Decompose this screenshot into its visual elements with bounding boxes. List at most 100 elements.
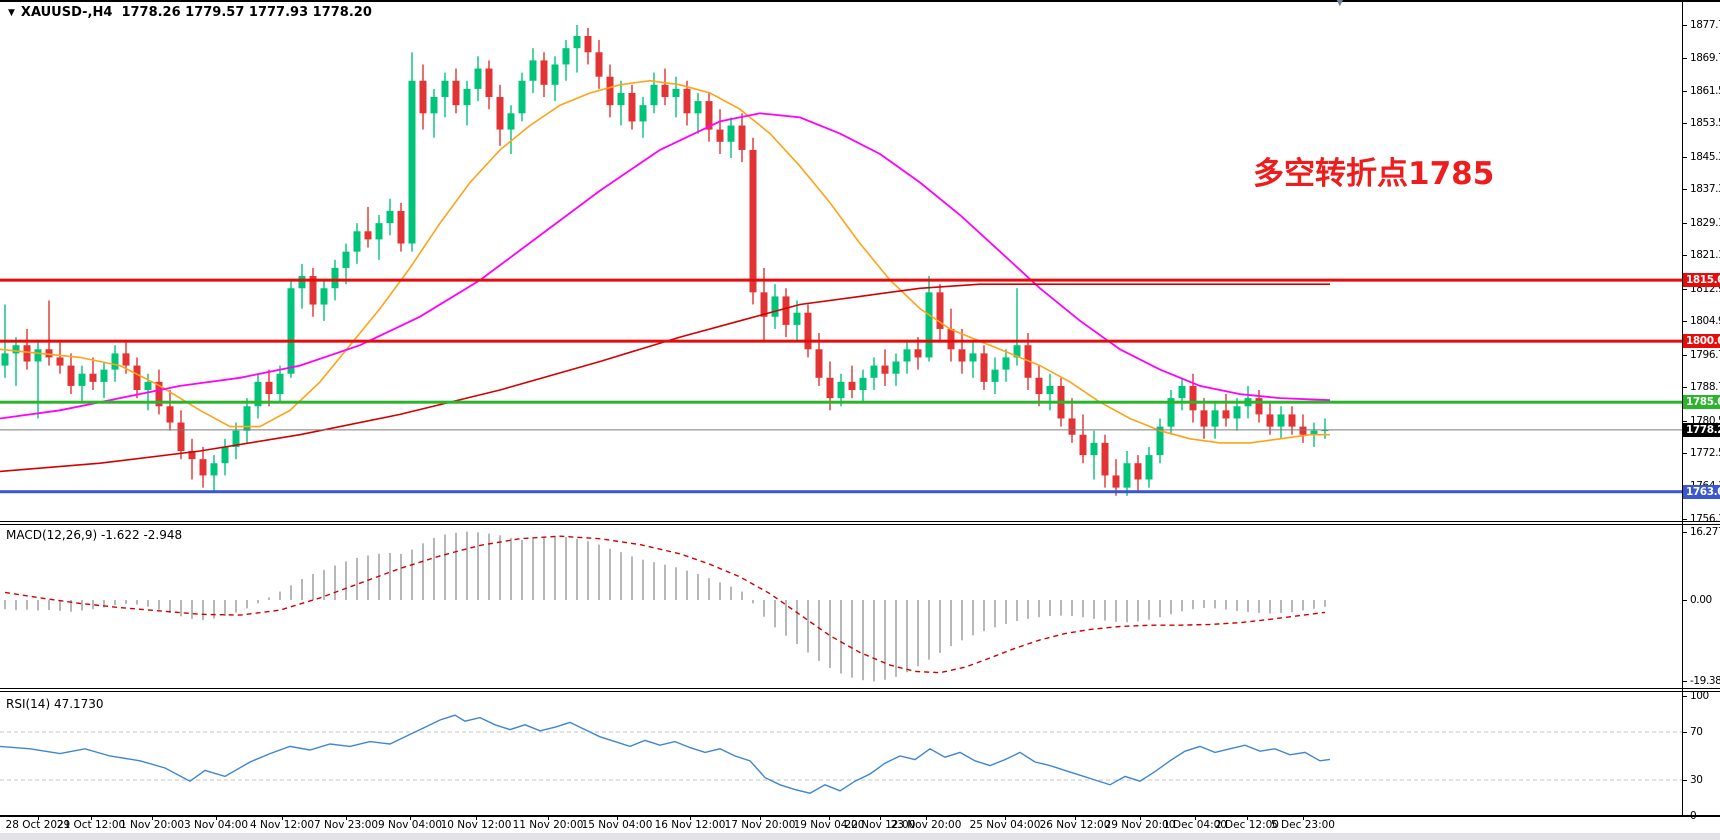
candle-body (584, 35, 592, 53)
candle-body (1233, 406, 1241, 419)
time-axis-label: 3 Nov 04:00 (183, 819, 249, 831)
candle-body (727, 125, 735, 142)
level-line-1815[interactable] (0, 278, 1682, 282)
level-line-1800[interactable] (0, 339, 1682, 343)
price-tick-label: 1837.30 (1690, 183, 1720, 196)
time-axis-tick (617, 816, 618, 820)
candle-body (441, 80, 449, 98)
candle-body (122, 353, 130, 366)
candle-body (386, 210, 394, 224)
candle-body (474, 68, 482, 89)
time-axis-tick (829, 816, 830, 820)
time-axis-tick (346, 816, 347, 820)
rsi-line (0, 714, 1331, 794)
candle-body (1211, 410, 1219, 427)
time-axis-label: 1 Dec 04:00 (1163, 819, 1227, 831)
time-axis-label: 11 Nov 20:00 (512, 819, 584, 831)
price-tick-label: 1772.50 (1690, 447, 1720, 460)
candle-body (331, 267, 339, 289)
candle-body (958, 349, 966, 362)
candle-body (1134, 463, 1142, 480)
price-tick-mark (1682, 57, 1687, 59)
time-axis-label: 15 Nov 04:00 (581, 819, 653, 831)
price-tick-label: 1845.30 (1690, 150, 1720, 163)
candle-body (650, 84, 658, 106)
candle-body (529, 60, 537, 81)
macd-tick-mark (1682, 531, 1687, 533)
candle-body (133, 365, 141, 390)
candle-body (1090, 442, 1098, 456)
candle-body (199, 459, 207, 476)
time-axis-label: 22 Nov 12:00 (844, 819, 916, 831)
panel-separator-main-macd[interactable] (0, 524, 1720, 525)
time-axis-tick (926, 816, 927, 820)
candle-body (287, 288, 295, 374)
time-axis-label: 16 Nov 12:00 (654, 819, 726, 831)
macd-tick-label: 0.00 (1690, 594, 1712, 606)
candle-body (1288, 414, 1296, 427)
candle-body (1079, 434, 1087, 456)
price-tick-mark (1682, 288, 1687, 290)
price-badge-1785.00: 1785.00 (1683, 395, 1720, 410)
candle-body (1013, 345, 1021, 358)
candle-body (265, 381, 273, 395)
candle-body (991, 369, 999, 382)
candle-body (144, 381, 152, 390)
price-tick-mark (1682, 518, 1687, 520)
panel-separator-macd-rsi[interactable] (0, 688, 1720, 689)
time-axis-label: 2 Dec 12:00 (1215, 819, 1279, 831)
candle-body (738, 125, 746, 150)
candle-body (452, 80, 460, 106)
time-axis-label: 4 Nov 12:00 (249, 819, 315, 831)
ohlc-values: 1778.26 1779.57 1777.93 1778.20 (121, 5, 372, 20)
candle-body (760, 292, 768, 317)
time-axis-tick (548, 816, 549, 820)
price-tick-mark (1682, 156, 1687, 158)
chart-annotation-text[interactable]: 多空转折点1785 (1253, 156, 1495, 192)
candle-body (793, 312, 801, 325)
price-tick-mark (1682, 90, 1687, 92)
candle-body (595, 52, 603, 77)
panel-separator-main-macd[interactable] (0, 521, 1720, 522)
candle-body (397, 210, 405, 244)
candle-body (826, 377, 834, 399)
candle-body (364, 231, 372, 240)
candle-body (78, 373, 86, 386)
candle-body (518, 80, 526, 114)
candle-body (1321, 429, 1329, 432)
candle-body (254, 381, 262, 407)
candle-body (353, 231, 361, 252)
candle-body (430, 97, 438, 114)
candle-body (1178, 385, 1186, 399)
candle-body (100, 369, 108, 382)
candle-body (661, 84, 669, 98)
chart-shift-marker-icon[interactable]: ▼ (1336, 0, 1344, 8)
candle-body (705, 101, 713, 130)
candle-body (606, 76, 614, 106)
panel-separator-macd-rsi[interactable] (0, 691, 1720, 692)
level-line-1763[interactable] (0, 490, 1682, 494)
price-tick-mark (1682, 189, 1687, 191)
candle-body (617, 92, 625, 106)
time-axis-tick (880, 816, 881, 820)
candle-body (903, 349, 911, 362)
candle-body (969, 353, 977, 362)
time-axis-label: 29 Nov 20:00 (1104, 819, 1176, 831)
candle-body (166, 406, 174, 423)
candle-body (1299, 426, 1307, 435)
symbol-ohlc-header: ▼ XAUUSD-,H4 1778.26 1779.57 1777.93 1778… (8, 5, 372, 20)
candle-body (342, 251, 350, 268)
candle-body (749, 149, 757, 293)
level-line-1785[interactable] (0, 400, 1682, 404)
time-axis-border (0, 815, 1720, 817)
candle-body (309, 276, 317, 305)
time-axis-label: 26 Nov 12:00 (1039, 819, 1111, 831)
candle-body (870, 365, 878, 378)
time-axis-tick (476, 816, 477, 820)
candle-body (408, 80, 416, 244)
candle-body (1310, 430, 1318, 435)
price-tick-mark (1682, 387, 1687, 389)
time-axis-label: 10 Nov 12:00 (440, 819, 512, 831)
